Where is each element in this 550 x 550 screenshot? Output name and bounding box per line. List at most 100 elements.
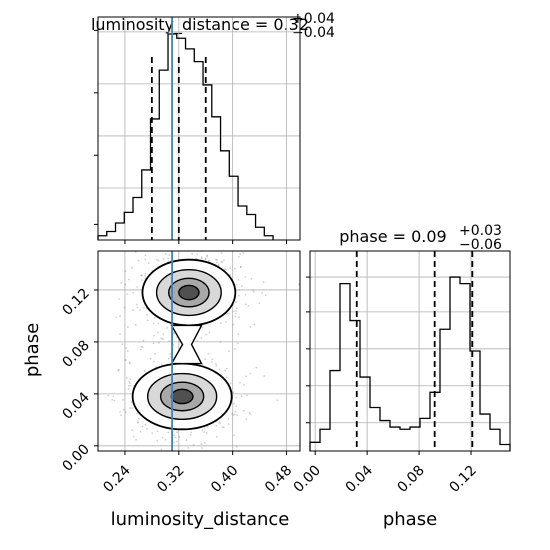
scatter-point: [113, 399, 116, 402]
grid: [98, 17, 300, 240]
scatter-point: [124, 283, 127, 286]
scatter-point: [233, 267, 236, 270]
scatter-point: [144, 423, 147, 426]
scatter-point: [220, 252, 223, 255]
scatter-point: [206, 254, 209, 257]
scatter-point: [162, 333, 165, 335]
scatter-point: [124, 270, 127, 273]
scatter-point: [175, 336, 178, 339]
scatter-point: [239, 265, 242, 268]
scatter-point: [208, 260, 211, 263]
scatter-point: [126, 350, 129, 352]
scatter-point: [176, 431, 178, 434]
scatter-point: [206, 255, 209, 258]
scatter-point: [192, 444, 195, 446]
scatter-point: [162, 257, 165, 260]
phase-histogram-panel: 0.00 0.04 0.08 0.12: [291, 250, 511, 496]
scatter-point: [128, 381, 131, 383]
scatter-point: [143, 370, 146, 372]
scatter-point: [128, 362, 131, 365]
scatter-point: [144, 272, 147, 275]
x-axis-label-phase: phase: [383, 509, 437, 530]
scatter-point: [164, 438, 167, 441]
scatter-point: [124, 358, 127, 361]
scatter-point: [225, 367, 228, 370]
scatter-point: [238, 288, 241, 291]
y-axis-label-phase: phase: [22, 323, 43, 377]
scatter-point: [117, 368, 120, 371]
scatter-point: [156, 439, 159, 442]
scatter-point: [215, 261, 218, 264]
scatter-point: [230, 413, 233, 415]
luminosity-distance-title-minus: −0.04: [292, 25, 335, 41]
scatter-point: [141, 425, 144, 428]
scatter-point: [207, 259, 210, 262]
x-tick-label: 0.32: [154, 463, 187, 496]
scatter-point: [237, 294, 240, 297]
scatter-point: [221, 426, 224, 429]
scatter-point: [237, 333, 240, 335]
scatter-point: [245, 418, 248, 420]
scatter-point: [229, 267, 232, 269]
scatter-point: [247, 305, 250, 307]
scatter-point: [166, 327, 169, 329]
scatter-point: [242, 252, 245, 254]
scatter-point: [122, 398, 125, 401]
scatter-point: [139, 430, 142, 433]
scatter-point: [185, 439, 188, 442]
scatter-point: [125, 347, 128, 349]
scatter-point: [215, 258, 218, 261]
scatter-point: [252, 289, 254, 291]
scatter-point: [233, 348, 236, 350]
scatter-point: [167, 257, 169, 260]
scatter-point: [246, 394, 248, 397]
scatter-point: [201, 429, 204, 432]
scatter-point: [191, 252, 194, 255]
scatter-point: [157, 259, 160, 262]
scatter-point: [134, 323, 137, 326]
scatter-point: [139, 348, 142, 351]
scatter-point: [137, 421, 140, 424]
scatter-point: [200, 337, 203, 339]
scatter-point: [240, 266, 242, 269]
scatter-point: [118, 298, 120, 300]
y-tick-label: 0.08: [59, 337, 92, 370]
scatter-point: [201, 326, 204, 329]
scatter-point: [174, 436, 177, 439]
scatter-point: [203, 427, 206, 430]
scatter-point: [241, 285, 243, 288]
scatter-point: [215, 364, 218, 367]
panel-frame: [97, 250, 301, 452]
density-contour: [178, 284, 200, 301]
scatter-point: [167, 357, 170, 360]
scatter-point: [222, 426, 225, 429]
scatter-point: [124, 359, 127, 361]
y-tick-label: 0.04: [59, 389, 92, 422]
scatter-point: [225, 376, 228, 379]
scatter-point: [205, 333, 208, 336]
scatter-point: [154, 352, 157, 355]
scatter-point: [237, 255, 240, 258]
scatter-point: [147, 261, 150, 264]
scatter-point: [107, 394, 110, 397]
scatter-point: [112, 395, 115, 398]
scatter-point: [236, 414, 239, 416]
scatter-point: [229, 382, 232, 385]
scatter-point: [211, 360, 213, 363]
scatter-point: [173, 434, 176, 437]
grid: [310, 251, 510, 451]
scatter-point: [146, 319, 149, 322]
scatter-point: [243, 383, 245, 386]
x-tick-label: 0.08: [395, 463, 428, 496]
scatter-point: [130, 401, 133, 404]
scatter-point: [136, 412, 139, 415]
scatter-point: [249, 372, 252, 375]
scatter-point: [111, 398, 114, 401]
x-tick-label: 0.12: [447, 463, 480, 496]
scatter-point: [127, 326, 129, 328]
scatter-point: [178, 436, 181, 438]
panel-frame: [97, 16, 301, 241]
density-contour: [170, 388, 194, 405]
scatter-point: [119, 411, 121, 414]
scatter-point: [161, 436, 164, 439]
